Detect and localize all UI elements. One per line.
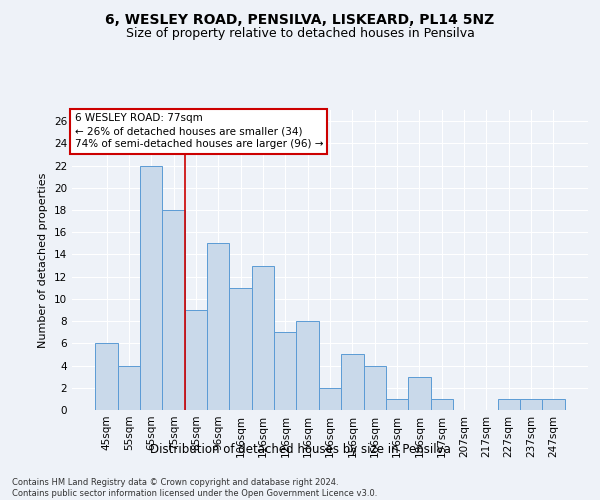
Bar: [140, 166, 163, 410]
Text: 6 WESLEY ROAD: 77sqm
← 26% of detached houses are smaller (34)
74% of semi-detac: 6 WESLEY ROAD: 77sqm ← 26% of detached h…: [74, 113, 323, 150]
Bar: [274, 332, 296, 410]
Bar: [229, 288, 252, 410]
Bar: [542, 399, 565, 410]
Bar: [207, 244, 229, 410]
Bar: [118, 366, 140, 410]
Bar: [520, 399, 542, 410]
Bar: [364, 366, 386, 410]
Bar: [252, 266, 274, 410]
Bar: [497, 399, 520, 410]
Text: 6, WESLEY ROAD, PENSILVA, LISKEARD, PL14 5NZ: 6, WESLEY ROAD, PENSILVA, LISKEARD, PL14…: [106, 12, 494, 26]
Bar: [296, 321, 319, 410]
Text: Distribution of detached houses by size in Pensilva: Distribution of detached houses by size …: [149, 442, 451, 456]
Text: Contains HM Land Registry data © Crown copyright and database right 2024.
Contai: Contains HM Land Registry data © Crown c…: [12, 478, 377, 498]
Bar: [185, 310, 207, 410]
Text: Size of property relative to detached houses in Pensilva: Size of property relative to detached ho…: [125, 28, 475, 40]
Bar: [319, 388, 341, 410]
Bar: [408, 376, 431, 410]
Y-axis label: Number of detached properties: Number of detached properties: [38, 172, 49, 348]
Bar: [386, 399, 408, 410]
Bar: [163, 210, 185, 410]
Bar: [431, 399, 453, 410]
Bar: [95, 344, 118, 410]
Bar: [341, 354, 364, 410]
